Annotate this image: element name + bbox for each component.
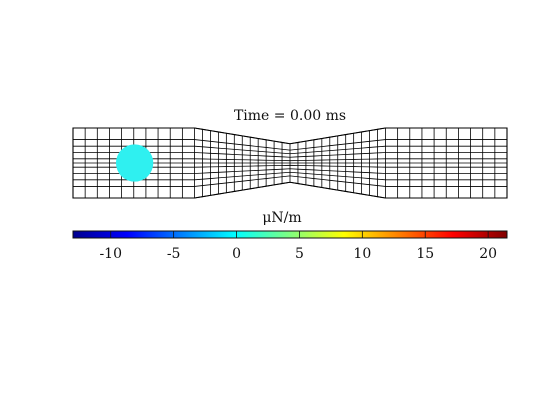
colorbar-tick-label-0: -10 — [99, 246, 122, 262]
mesh-horizontal-4 — [73, 164, 507, 168]
mesh-layer — [72, 127, 508, 199]
mesh-horizontal-0 — [73, 181, 507, 199]
plot-area — [72, 127, 508, 199]
colorbar-tick-label-6: 20 — [479, 246, 497, 262]
mesh-horizontal-7 — [73, 152, 507, 158]
colorbar-ticks: -10 -5 0 5 10 15 20 — [99, 231, 497, 262]
channel-outline — [72, 127, 508, 199]
colorbar-tick-label-1: -5 — [167, 246, 181, 262]
colorbar-tick-label-3: 5 — [295, 246, 304, 262]
chart-title: Time = 0.00 ms — [234, 108, 346, 124]
colorbar-label: μN/m — [262, 210, 301, 226]
mesh-horizontal-10 — [73, 127, 507, 145]
colorbar-tick-label-4: 10 — [353, 246, 371, 262]
mesh-horizontal-9 — [73, 139, 507, 151]
mesh-horizontal-8 — [73, 145, 507, 155]
mesh-horizontal-3 — [73, 168, 507, 174]
mesh-horizontal-1 — [73, 175, 507, 187]
colorbar-bar — [72, 230, 508, 239]
channel-boundary — [72, 127, 508, 199]
colorbar: μN/m -10 -5 0 5 10 15 20 — [72, 210, 508, 262]
mesh-horizontal-2 — [73, 171, 507, 181]
mesh-horizontal-6 — [73, 158, 507, 162]
colorbar-tick-label-5: 15 — [416, 246, 434, 262]
cell-marker — [115, 144, 154, 182]
colorbar-tick-label-2: 0 — [232, 246, 241, 262]
